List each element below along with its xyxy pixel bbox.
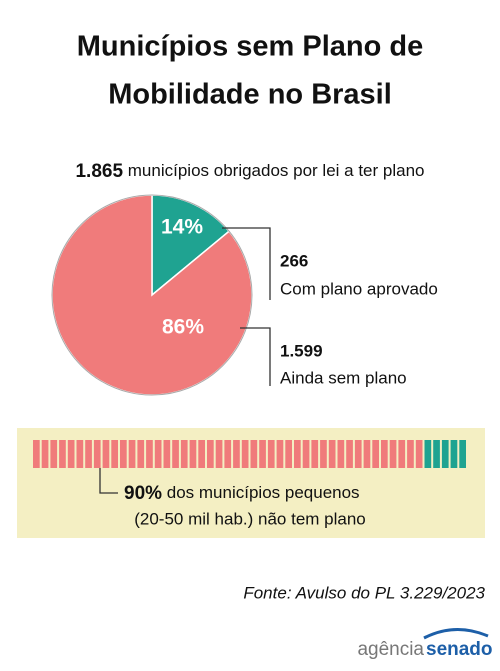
stripe-text: (20-50 mil hab.) não tem plano [134,509,366,528]
stripe [328,440,336,468]
stripe [433,440,440,468]
stripe [33,440,40,468]
pie-outline [51,194,253,396]
stripe [137,440,145,468]
stripe [389,440,397,468]
annotation-count: 1.599 [280,341,323,360]
leader-line [222,227,271,300]
stripe [346,440,353,468]
stripe [354,440,362,468]
leader-line [240,327,271,386]
pie: 14% 86% [51,194,253,396]
stripe [163,440,171,468]
stripe [441,440,449,468]
stripe [67,440,75,468]
stripe [233,440,240,468]
stripe [93,440,101,468]
stripe [41,440,49,468]
stripe [424,440,432,468]
stripe [146,440,153,468]
stripe [198,440,205,468]
stripe [59,440,66,468]
stripe-text: dos municípios pequenos [167,483,360,502]
stripe-value-label: 90% [124,483,162,504]
stripe [294,440,301,468]
stripe [207,440,214,468]
stripe [111,440,118,468]
logo-text: agência [357,639,424,660]
logo-text: senado [426,639,493,660]
stripe [372,440,379,468]
leader-line [99,468,118,494]
stripe [415,440,423,468]
stripe [311,440,319,468]
stripe [259,440,266,468]
stripe-label: 90% dos municípios pequenos [124,483,360,504]
stripe [337,440,345,468]
stripe [224,440,232,468]
stripe [128,440,136,468]
stripe [154,440,162,468]
stripe [267,440,275,468]
annotation-count: 266 [280,251,308,270]
subtitle-text: municípios obrigados por lei a ter plano [128,161,425,180]
stripe [189,440,197,468]
stripe [120,440,127,468]
stripe [381,440,388,468]
stripe [276,440,284,468]
stripe [215,440,223,468]
stripe-group [33,440,423,468]
title-line: Municípios sem Plano de [77,31,423,63]
stripe [76,440,84,468]
annotation-text: Ainda sem plano [280,368,407,387]
stripe-group [424,440,466,468]
stripe-chart [33,440,466,468]
stripe [180,440,188,468]
stripe [250,440,258,468]
stripe [450,440,458,468]
stripe [102,440,110,468]
stripe [85,440,92,468]
stripe [302,440,310,468]
stripe [320,440,327,468]
subtitle: 1.865 municípios obrigados por lei a ter… [75,161,424,182]
logo-swoosh [423,627,489,640]
annotation-text: Com plano aprovado [280,279,438,298]
stripe [398,440,406,468]
stripe [363,440,371,468]
slice-label: 14% [161,216,203,239]
stripe [50,440,58,468]
slice-label: 86% [162,316,204,339]
stripe [459,440,466,468]
stripe [241,440,249,468]
title-line: Mobilidade no Brasil [108,79,392,111]
stripe [285,440,292,468]
stripe [172,440,179,468]
source: Fonte: Avulso do PL 3.229/2023 [243,583,485,602]
subtitle-count: 1.865 [75,161,123,182]
stripe [407,440,414,468]
